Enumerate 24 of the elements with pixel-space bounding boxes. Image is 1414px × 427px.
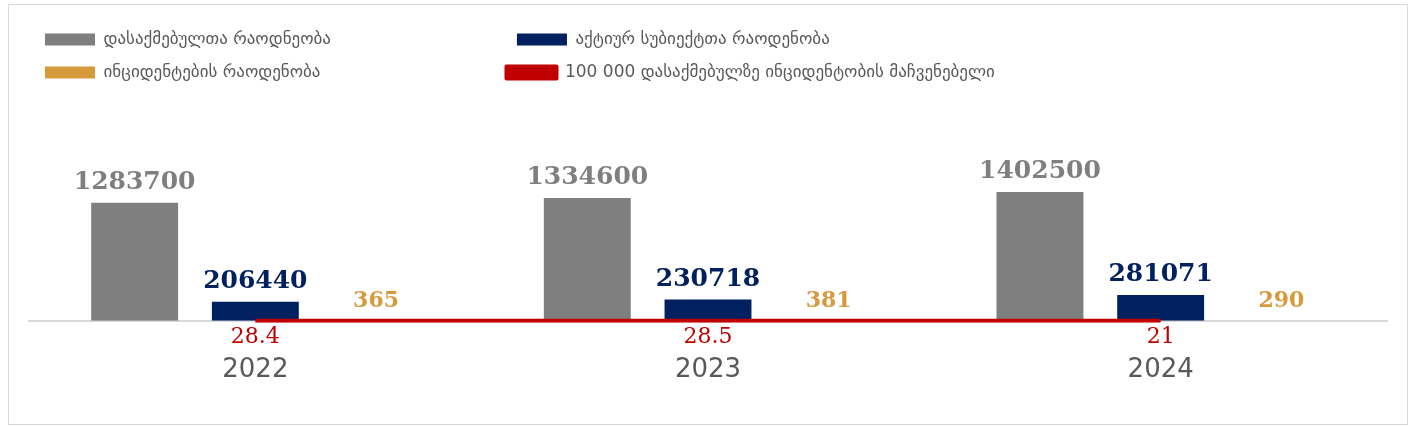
legend-label: დასაქმებულთა რაოდნეობა: [103, 27, 501, 48]
data-label: 290: [1258, 286, 1305, 313]
x-tick-label: 2023: [674, 353, 742, 384]
x-tick-label: 2024: [1127, 353, 1194, 384]
data-label: 1334600: [526, 161, 649, 191]
data-label: 230718: [655, 262, 761, 292]
bar: [1117, 294, 1205, 321]
data-label: 28.4: [230, 322, 280, 348]
bar: [91, 202, 179, 321]
data-label: 1402500: [979, 154, 1101, 184]
legend-label: 100 000 დასაქმებულზე ინციდენტობის მაჩვენებელი: [564, 60, 1165, 81]
data-label: 1283700: [73, 165, 196, 195]
x-tick-label: 2022: [222, 353, 289, 384]
bar: [543, 198, 631, 321]
bar: [996, 191, 1084, 321]
legend-label: ინციდენტების რაოდენობა: [103, 60, 491, 81]
legend-label: აქტიურ სუბიექტთა რაოდენობა: [575, 27, 1000, 48]
data-label: 365: [353, 286, 400, 313]
data-label: 206440: [203, 264, 308, 294]
data-label: 281071: [1108, 257, 1213, 287]
data-label: 28.5: [683, 322, 733, 348]
data-label: 21: [1146, 322, 1175, 348]
data-label: 381: [805, 286, 852, 313]
bar: [211, 301, 299, 321]
